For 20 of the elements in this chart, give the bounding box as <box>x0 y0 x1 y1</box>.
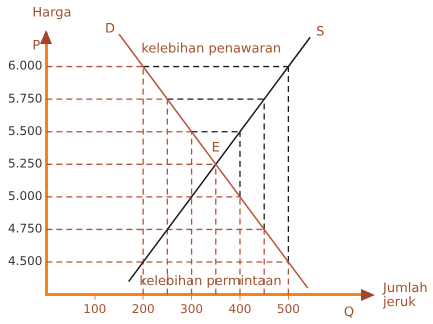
text: P <box>32 38 40 54</box>
y-tick-label: 6.000 <box>8 58 42 73</box>
x-tick-label: 100 <box>83 302 106 316</box>
y-axis-title: Harga <box>32 5 72 20</box>
x-axis-title: Jumlah jeruk <box>382 280 428 310</box>
x-tick-label: 500 <box>276 302 300 316</box>
annotation: kelebihan penawaran <box>141 41 282 56</box>
y-tick-label: 5.750 <box>8 91 42 106</box>
y-tick-label: 5.000 <box>8 189 42 203</box>
x-tick-label: 300 <box>180 302 204 316</box>
annotation: E <box>212 140 220 156</box>
y-tick-label: 5.250 <box>8 156 42 170</box>
y-tick-label: 4.500 <box>8 254 42 268</box>
y-tick-label: 5.500 <box>8 124 42 138</box>
series-label: D <box>104 21 115 36</box>
text: Q <box>344 304 354 320</box>
series-label: S <box>316 24 324 40</box>
x-tick-label: 200 <box>132 302 155 316</box>
y-tick-label: 4.750 <box>8 222 42 236</box>
x-tick-label: 400 <box>228 302 252 316</box>
